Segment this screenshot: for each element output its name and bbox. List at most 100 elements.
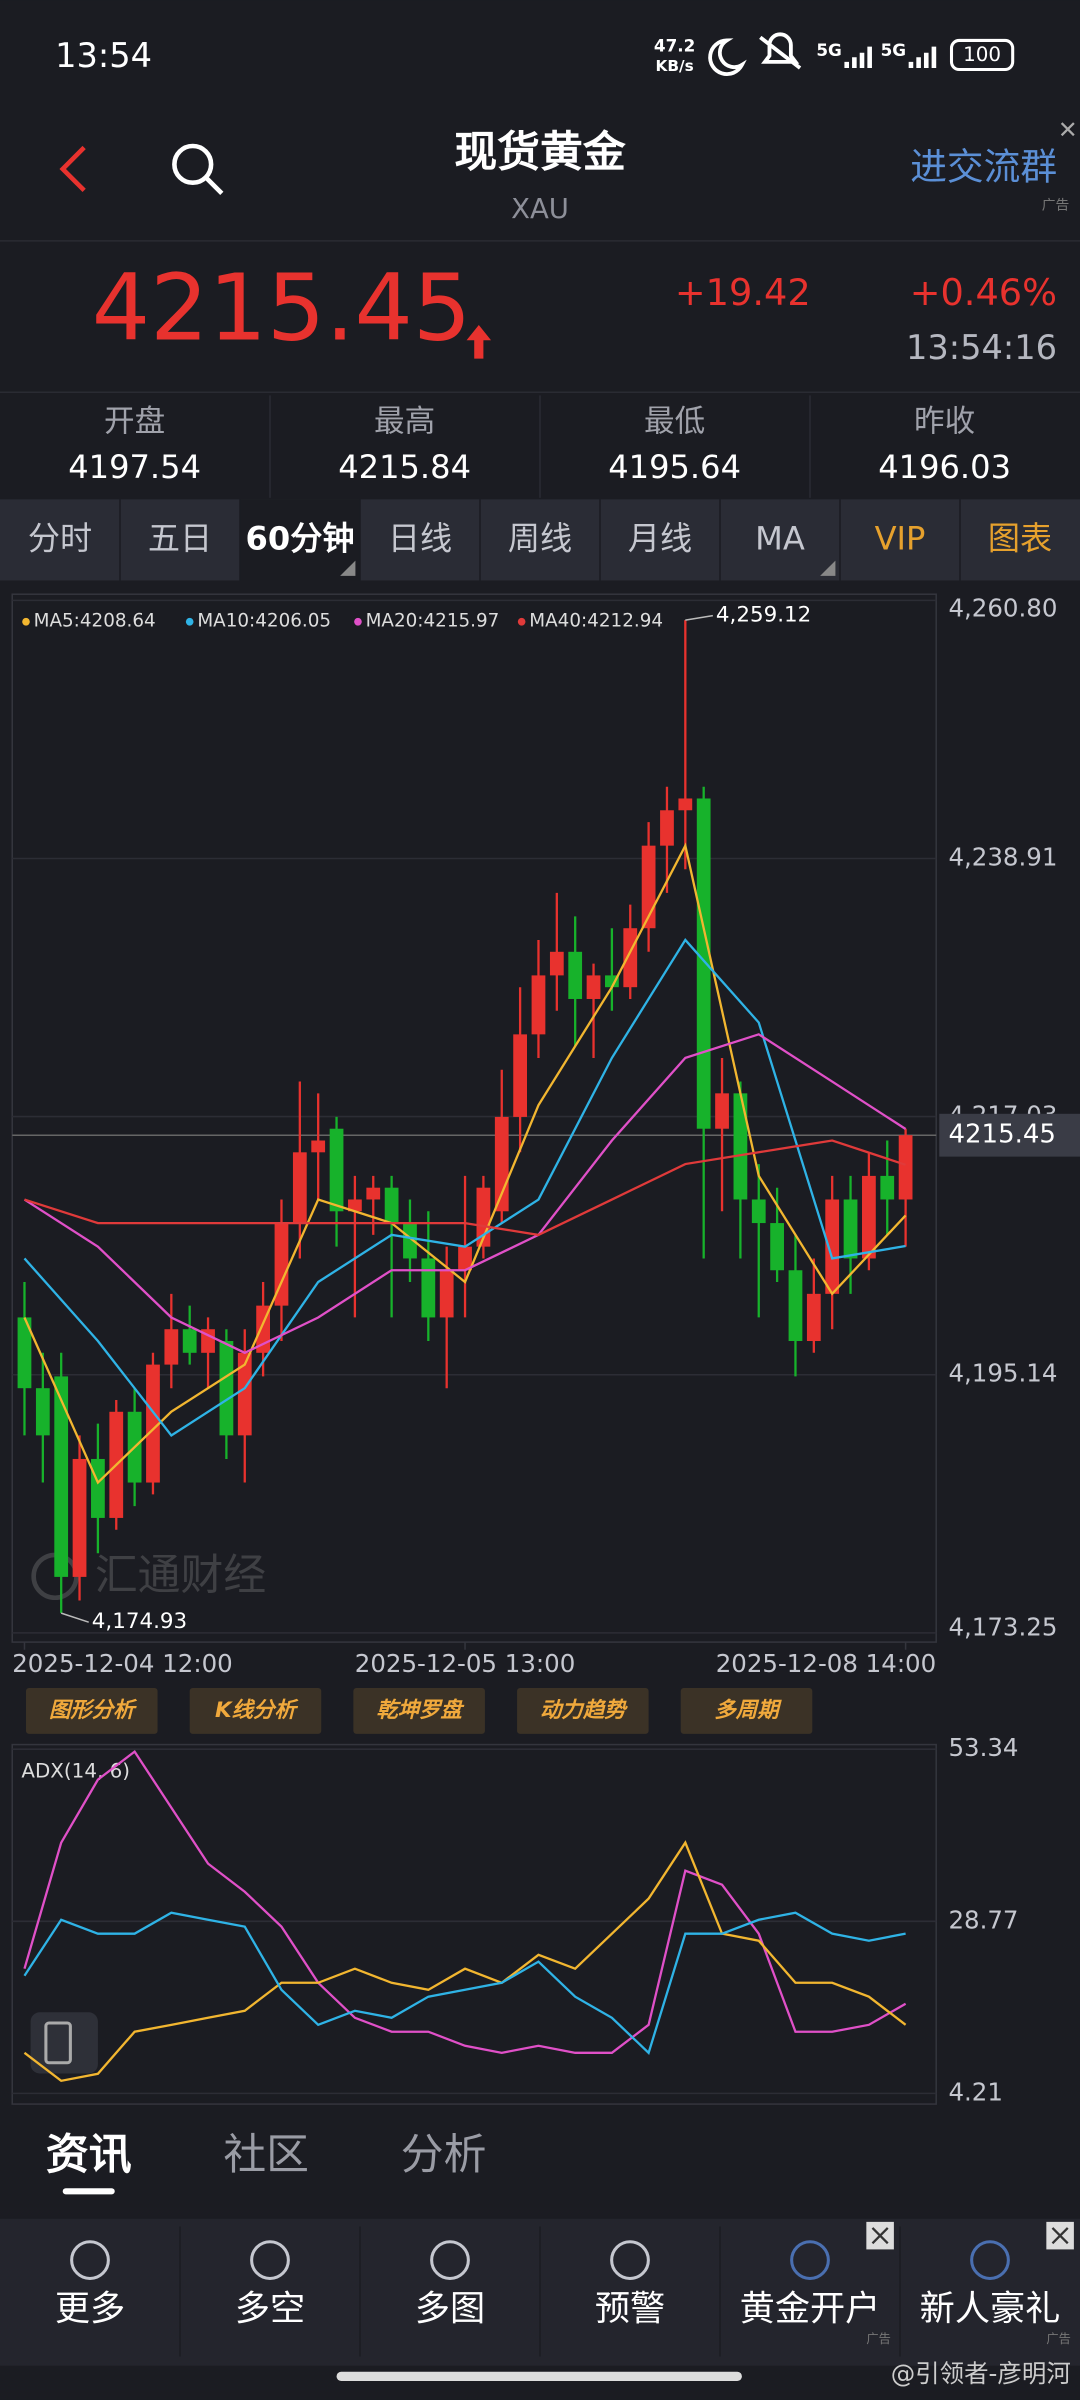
candle-body xyxy=(605,975,619,988)
quote-time: 13:54:16 xyxy=(906,328,1057,367)
content-tab[interactable]: 分析 xyxy=(401,2130,487,2180)
y-tick-label: 28.77 xyxy=(948,1905,1018,1934)
tab[interactable]: VIP xyxy=(875,520,926,558)
y-tick-label: 4,195.14 xyxy=(948,1359,1057,1388)
close-ad[interactable] xyxy=(1060,122,1075,137)
tab[interactable]: 60分钟 xyxy=(246,520,355,558)
nav-label[interactable]: 多空 xyxy=(235,2289,305,2330)
candle-body xyxy=(348,1199,362,1212)
annotation: 4,259.12 xyxy=(716,603,811,628)
nav-close-x xyxy=(871,2227,889,2245)
legend-dot xyxy=(354,617,362,626)
series-line xyxy=(23,1033,907,1355)
chart-frame xyxy=(11,593,937,1643)
stat-value: 4196.03 xyxy=(878,448,1011,486)
y-tick-label: 4,173.25 xyxy=(948,1612,1057,1641)
candle-body xyxy=(384,1187,399,1224)
candle-body xyxy=(35,1388,50,1436)
candle-body xyxy=(788,1270,803,1342)
content-tab[interactable]: 社区 xyxy=(223,2130,309,2180)
tool-button-bg xyxy=(189,1687,322,1734)
group-link[interactable]: 进交流群 xyxy=(910,145,1057,188)
current-price-label: 4215.45 xyxy=(948,1120,1056,1150)
current-price-tag xyxy=(939,1113,1080,1157)
adx-title: ADX(14, 6) xyxy=(21,1760,130,1783)
stat-value: 4215.84 xyxy=(338,448,471,486)
change: +19.42 xyxy=(675,271,811,314)
candle-body xyxy=(164,1329,179,1365)
candle-body xyxy=(146,1364,160,1483)
legend-label: MA10:4206.05 xyxy=(197,611,331,632)
y-tick-label: 4.21 xyxy=(948,2077,1002,2106)
candle-body xyxy=(237,1352,252,1436)
tab[interactable]: 日线 xyxy=(388,520,452,558)
network-2: 5G xyxy=(881,40,907,60)
candle-body xyxy=(623,928,638,988)
candle-body xyxy=(751,1199,766,1224)
tool-button[interactable]: 多周期 xyxy=(714,1698,782,1723)
nav-icon xyxy=(250,2240,290,2280)
up-arrow xyxy=(466,324,492,359)
tab[interactable]: 周线 xyxy=(508,520,572,558)
x-tick-label: 2025-12-05 13:00 xyxy=(355,1649,576,1678)
tool-button-bg xyxy=(680,1687,813,1734)
nav-icon xyxy=(70,2240,110,2280)
adx-frame xyxy=(11,1743,937,2105)
back-button[interactable] xyxy=(59,145,86,192)
nav-label[interactable]: 新人豪礼 xyxy=(920,2289,1061,2330)
candle-body xyxy=(54,1376,69,1577)
tool-button-bg xyxy=(517,1687,649,1734)
candle-body xyxy=(549,951,564,976)
tool-button[interactable]: 图形分析 xyxy=(49,1698,138,1723)
candle-body xyxy=(513,1034,527,1117)
candle-body xyxy=(72,1458,87,1577)
tool-button[interactable]: K线分析 xyxy=(215,1698,299,1723)
nav-label[interactable]: 更多 xyxy=(55,2289,125,2330)
tab[interactable]: MA xyxy=(755,520,805,558)
candle-body xyxy=(898,1135,913,1200)
candle-body xyxy=(678,798,693,811)
legend-label: MA20:4215.97 xyxy=(366,611,500,632)
legend-label: MA5:4208.64 xyxy=(34,611,156,632)
tab-corner xyxy=(340,560,356,576)
candle-body xyxy=(292,1152,307,1224)
candle-body xyxy=(182,1329,197,1353)
stat-label: 最低 xyxy=(644,404,705,439)
candle-body xyxy=(17,1317,32,1389)
nav-label[interactable]: 预警 xyxy=(595,2289,665,2330)
candle-body xyxy=(586,975,601,999)
candle-body xyxy=(862,1175,876,1259)
legend-dot xyxy=(517,617,526,626)
candle-body xyxy=(494,1116,509,1212)
content-tab[interactable]: 资讯 xyxy=(46,2130,132,2180)
footer-watermark: @引领者-彦明河 xyxy=(891,2359,1071,2388)
tab[interactable]: 图表 xyxy=(988,520,1052,558)
candle-body xyxy=(733,1093,748,1200)
y-tick-label: 53.34 xyxy=(948,1733,1018,1762)
tab[interactable]: 月线 xyxy=(628,520,692,558)
candle-body xyxy=(806,1293,821,1342)
tool-button[interactable]: 动力趋势 xyxy=(540,1698,628,1723)
candle-body xyxy=(274,1223,289,1306)
candle-body xyxy=(531,975,546,1035)
search-button[interactable] xyxy=(172,143,224,196)
tool-button-bg xyxy=(26,1687,158,1734)
nav-label[interactable]: 多图 xyxy=(415,2289,485,2330)
series-line xyxy=(23,1911,906,2055)
tab[interactable]: 分时 xyxy=(28,520,92,558)
battery-level: 100 xyxy=(963,43,1001,66)
tool-button[interactable]: 乾坤罗盘 xyxy=(376,1698,464,1723)
stat-label: 开盘 xyxy=(104,404,165,439)
candle-body xyxy=(843,1199,858,1259)
candle-body xyxy=(201,1329,215,1353)
tab[interactable]: 五日 xyxy=(148,520,212,558)
nav-label[interactable]: 黄金开户 xyxy=(740,2289,881,2330)
price: 4215.45 xyxy=(92,255,471,362)
y-tick-label: 4,260.80 xyxy=(948,594,1057,623)
legend-dot xyxy=(185,617,194,626)
ad-tag: 广告 xyxy=(1042,198,1070,214)
nav-icon xyxy=(430,2240,470,2280)
candle-body xyxy=(770,1223,784,1271)
rotate-icon[interactable] xyxy=(30,2012,98,2074)
series-line xyxy=(23,1840,907,2083)
